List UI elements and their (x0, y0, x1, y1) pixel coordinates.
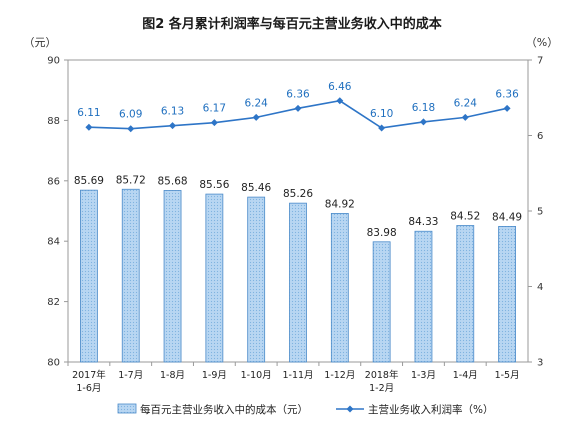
right-tick-label: 3 (537, 358, 543, 369)
bar-value-label: 85.69 (74, 175, 104, 187)
line-value-label: 6.09 (119, 109, 142, 121)
x-tick-label: 2017年 (72, 369, 106, 381)
bar (456, 225, 475, 363)
bar (330, 213, 349, 363)
right-tick-label: 5 (537, 207, 543, 218)
bar (247, 196, 266, 363)
line-value-label: 6.36 (286, 88, 310, 100)
line-point (294, 104, 302, 112)
right-axis: 3 4 5 6 7 (528, 56, 543, 369)
x-tick-label: 1-8月 (160, 370, 185, 381)
bar (80, 189, 98, 363)
line-point (336, 97, 344, 105)
right-tick-label: 7 (537, 56, 543, 67)
bar (163, 190, 182, 363)
line-point (169, 122, 177, 130)
line-value-label: 6.46 (328, 81, 352, 93)
bar-series: 85.69 85.72 85.68 85.56 85.46 85.26 84.92 83.98… (74, 174, 522, 363)
right-tick-label: 4 (537, 282, 543, 293)
bar (205, 193, 224, 363)
bar-value-label: 85.56 (199, 179, 229, 191)
bar-value-label: 85.26 (283, 188, 313, 200)
line-value-label: 6.13 (161, 106, 184, 118)
line-point (461, 113, 469, 121)
line-value-label: 6.24 (244, 97, 268, 109)
bar-value-label: 84.92 (325, 198, 355, 210)
bar (121, 188, 140, 363)
left-tick-label: 84 (47, 237, 60, 248)
left-tick-label: 88 (47, 116, 60, 127)
bar (289, 202, 307, 363)
line-point (378, 124, 386, 132)
line-value-label: 6.11 (77, 107, 100, 119)
line-value-label: 6.18 (412, 102, 435, 114)
legend-bar-swatch (117, 403, 137, 414)
line-series: 6.11 6.09 6.13 6.17 6.24 6.36 6.46 6.10 6.18 6.24… (77, 81, 519, 133)
left-axis: 80 82 84 86 88 90 (47, 56, 68, 369)
x-axis: 2017年 1-6月 1-7月 1-8月 1-9月 1-10月 1-11月 1-12月 2018… (67, 362, 520, 394)
left-tick-label: 90 (47, 56, 60, 67)
x-tick-label: 1-3月 (411, 370, 436, 381)
x-tick-label: 1-10月 (241, 370, 272, 381)
line-point (85, 123, 93, 131)
legend: 每百元主营业务收入中的成本（元） 主营业务收入利润率（%） (117, 403, 493, 416)
bar-value-label: 84.52 (450, 210, 480, 222)
left-tick-label: 86 (47, 176, 60, 187)
bar-value-label: 85.68 (158, 175, 188, 187)
bar-value-label: 85.72 (116, 174, 146, 186)
left-tick-label: 80 (47, 358, 60, 369)
line-point (127, 125, 135, 133)
right-axis-unit: （%） (526, 36, 558, 49)
right-tick-label: 6 (537, 131, 543, 142)
line-value-label: 6.17 (203, 103, 226, 115)
line-point (419, 118, 427, 126)
bar-value-label: 85.46 (241, 182, 271, 194)
x-tick-label: 1-11月 (282, 370, 313, 381)
bar-value-label: 83.98 (367, 227, 397, 239)
bar-value-label: 84.49 (492, 211, 522, 223)
x-tick-label: 1-6月 (76, 383, 101, 394)
line-point (252, 113, 260, 121)
legend-bar-label: 每百元主营业务收入中的成本（元） (140, 403, 308, 416)
left-tick-label: 82 (47, 297, 60, 308)
x-tick-label: 1-2月 (369, 383, 394, 394)
x-tick-label: 1-7月 (118, 370, 143, 381)
x-tick-label: 1-4月 (453, 370, 478, 381)
line-point (503, 104, 511, 112)
legend-line-label: 主营业务收入利润率（%） (368, 403, 493, 416)
chart-title: 图2 各月累计利润率与每百元主营业务收入中的成本 (142, 16, 442, 32)
x-tick-label: 1-9月 (202, 370, 227, 381)
bar (498, 226, 516, 363)
line-value-label: 6.10 (370, 108, 393, 120)
line-value-label: 6.36 (495, 88, 519, 100)
x-tick-label: 1-12月 (324, 370, 355, 381)
bar (414, 230, 433, 363)
legend-line-marker (346, 405, 354, 413)
x-tick-label: 1-5月 (495, 370, 520, 381)
line-point (210, 119, 218, 127)
x-tick-label: 2018年 (365, 369, 399, 381)
line-value-label: 6.24 (454, 97, 478, 109)
bar-value-label: 84.33 (408, 216, 438, 228)
left-axis-unit: （元） (24, 36, 57, 49)
bar (372, 241, 391, 363)
